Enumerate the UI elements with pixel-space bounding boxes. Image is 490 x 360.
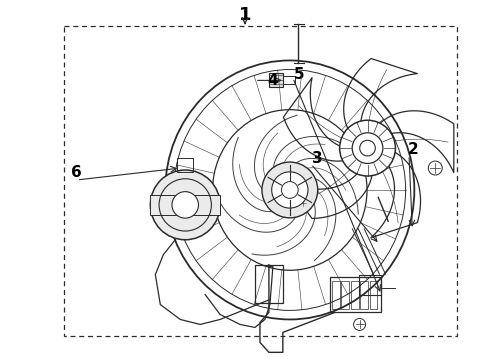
Bar	[269, 73, 283, 87]
Text: 4: 4	[267, 73, 278, 88]
Circle shape	[262, 162, 318, 218]
Bar	[332, 280, 340, 309]
Bar	[330, 276, 382, 312]
Polygon shape	[371, 150, 420, 238]
Bar	[255, 265, 283, 302]
Text: 3: 3	[312, 151, 323, 166]
Circle shape	[281, 181, 298, 198]
Bar	[359, 275, 381, 295]
Bar	[341, 280, 349, 309]
Bar	[283, 76, 295, 84]
Circle shape	[352, 133, 383, 163]
Bar	[350, 280, 359, 309]
Polygon shape	[376, 111, 454, 172]
Bar	[64, 26, 457, 336]
Circle shape	[340, 120, 395, 176]
Circle shape	[360, 140, 375, 156]
Polygon shape	[283, 170, 373, 219]
Bar	[150, 195, 220, 215]
Text: 5: 5	[294, 67, 304, 82]
Circle shape	[150, 170, 220, 240]
Polygon shape	[343, 59, 417, 134]
Circle shape	[172, 192, 198, 218]
Polygon shape	[283, 78, 348, 161]
Bar	[177, 158, 193, 172]
Text: 2: 2	[408, 142, 419, 157]
Text: 1: 1	[239, 6, 251, 24]
Text: 6: 6	[71, 165, 82, 180]
Circle shape	[271, 172, 308, 208]
Bar	[360, 280, 368, 309]
Bar	[369, 280, 377, 309]
